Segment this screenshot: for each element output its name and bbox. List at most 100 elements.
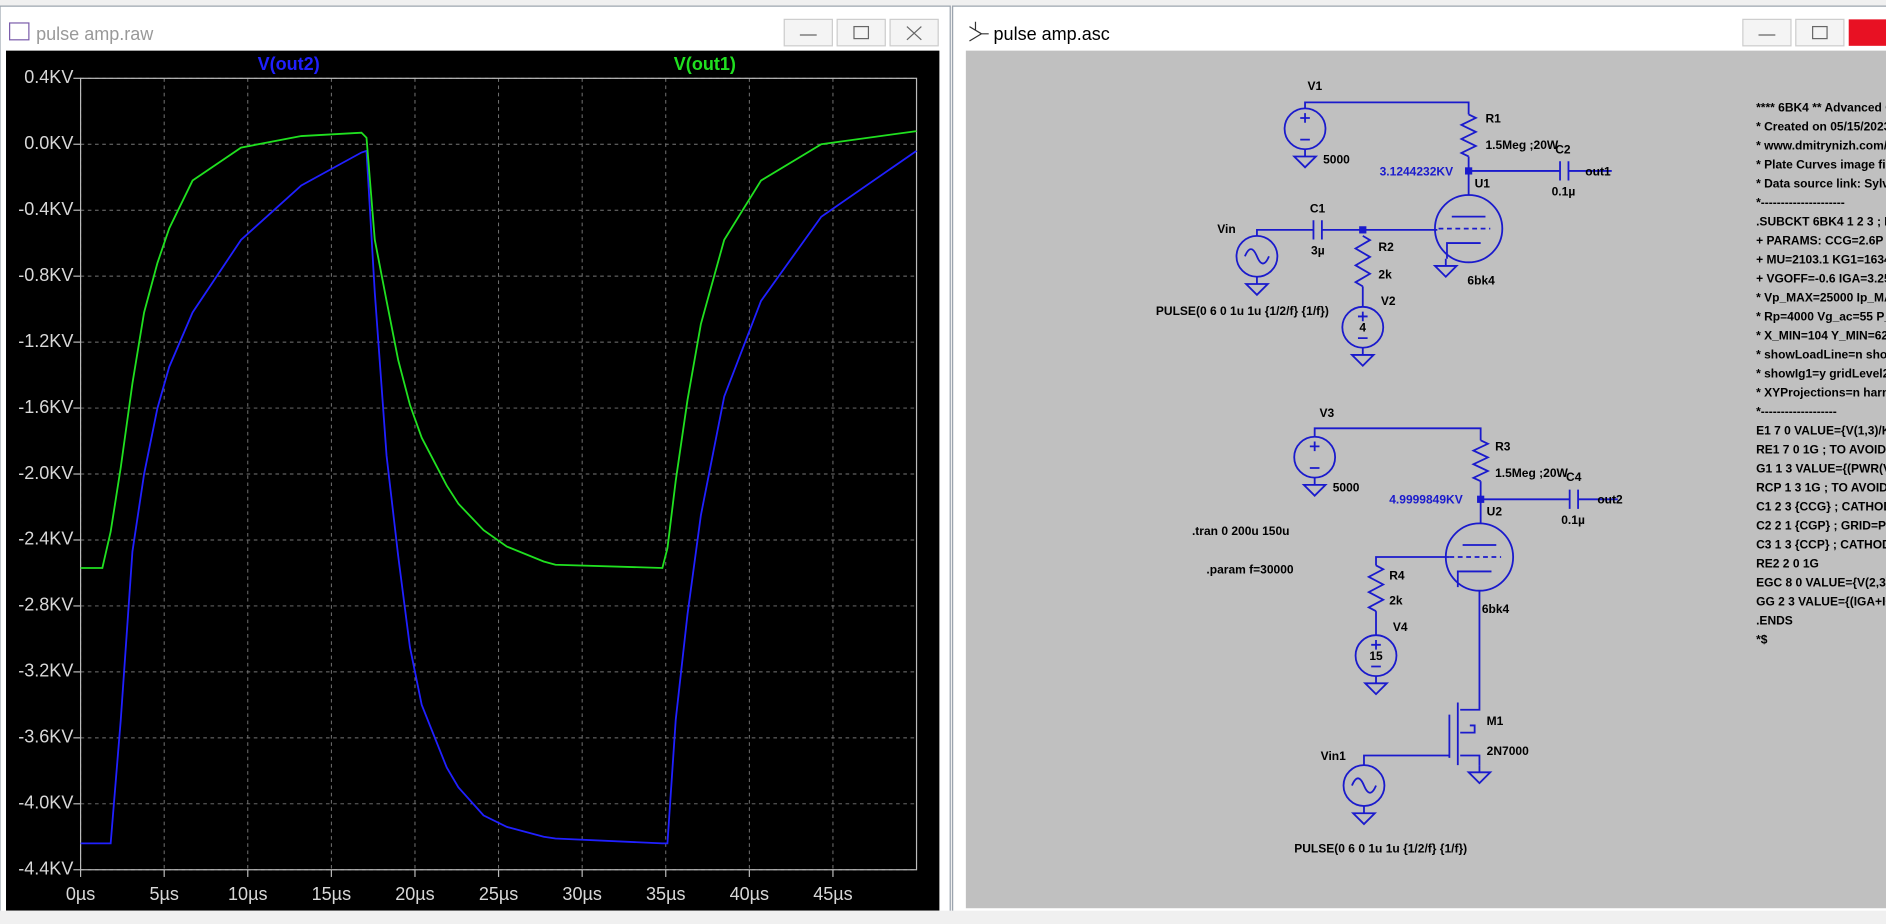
schematic-label: 6bk4 (1482, 602, 1510, 616)
taskbar-gap (0, 910, 1886, 924)
netlist-line: * Created on 05/15/2023 2 (1756, 120, 1886, 134)
schematic-label: V3 (1319, 406, 1334, 420)
netlist-line: GG 2 3 VALUE={(IGA+IG (1756, 595, 1886, 609)
schematic-label: 2N7000 (1487, 744, 1529, 758)
maximize-icon (1812, 25, 1828, 40)
schematic-label: C2 (1555, 143, 1571, 157)
y-tick-label: -2.4KV (18, 529, 73, 549)
sine-symbol (1244, 248, 1270, 265)
window-title: pulse amp.asc (994, 24, 1110, 44)
schematic-label: C1 (1310, 202, 1326, 216)
resistor (1353, 235, 1372, 288)
schematic-label: out1 (1585, 164, 1611, 178)
wire (1256, 228, 1314, 236)
schematic-label: .tran 0 200u 150u (1192, 524, 1290, 538)
ground (1349, 354, 1376, 368)
x-tick-label: 25µs (479, 884, 518, 904)
netlist-line: * Vp_MAX=25000 Ip_MA (1756, 291, 1886, 305)
schematic-label: out2 (1597, 493, 1623, 507)
window-buttons[interactable] (783, 18, 939, 47)
maximize-icon (853, 25, 870, 40)
y-tick-label: -0.4KV (18, 199, 73, 219)
netlist-line: E1 7 0 VALUE={V(1,3)/KP (1756, 424, 1886, 438)
schematic-label: 6bk4 (1467, 274, 1495, 288)
tube-cathode (1446, 242, 1481, 259)
ground (1350, 812, 1377, 826)
netlist-line: G1 1 3 VALUE={(PWR(V( (1756, 462, 1886, 476)
schematic-label: V4 (1393, 620, 1408, 634)
schematic-label: 5000 (1323, 152, 1350, 166)
schematic-label: U2 (1487, 505, 1503, 519)
wire (1313, 427, 1482, 441)
x-tick-label: 20µs (395, 884, 434, 904)
netlist-line: * Data source link: Sylvar (1756, 177, 1886, 191)
schematic-label: Vin1 (1321, 749, 1346, 763)
legend-entry: V(out2) (258, 54, 320, 74)
close-button[interactable] (1848, 19, 1886, 46)
netlist-line: * showLoadLine=n show (1756, 348, 1886, 362)
wire (1304, 101, 1470, 115)
polarity-symbol (1300, 113, 1310, 141)
x-tick-label: 10µs (228, 884, 267, 904)
netlist-line: + MU=2103.1 KG1=16349 (1756, 253, 1886, 267)
schematic-label: 2k (1378, 268, 1392, 282)
maximize-button[interactable] (1795, 18, 1845, 47)
window-title: pulse amp.raw (36, 24, 154, 44)
netlist-line: *$ (1756, 633, 1768, 647)
minimize-button[interactable] (783, 18, 833, 47)
mosfet (1448, 702, 1476, 766)
schematic-label: M1 (1487, 714, 1504, 728)
y-tick-label: -1.2KV (18, 331, 73, 351)
netlist-line: .SUBCKT 6BK4 1 2 3 ; Pl (1756, 215, 1886, 229)
y-tick-label: -0.8KV (18, 265, 73, 285)
y-tick-label: -1.6KV (18, 397, 73, 417)
wire (1363, 754, 1450, 766)
schematic-label: .param f=30000 (1206, 562, 1293, 576)
x-tick-label: 30µs (562, 884, 601, 904)
netlist-line: * XYProjections=n harmo (1756, 386, 1886, 400)
netlist-line: *--------------------- (1756, 196, 1845, 210)
resistor (1459, 113, 1478, 158)
schematic-label: 3µ (1311, 244, 1325, 258)
netlist-line: .ENDS (1756, 614, 1793, 628)
resistor (1366, 564, 1386, 612)
wire (1460, 754, 1481, 766)
netlist-line: **** 6BK4 ** Advanced Gr (1756, 101, 1886, 115)
plot-background (6, 50, 940, 911)
junction (1477, 495, 1485, 503)
minimize-button[interactable] (1742, 18, 1792, 47)
junction (1359, 226, 1367, 234)
voltage-source (1283, 107, 1327, 151)
schematic-label: V2 (1381, 294, 1396, 308)
window-buttons[interactable] (1742, 18, 1886, 47)
schematic-label: V1 (1307, 79, 1322, 93)
y-tick-label: 0.0KV (24, 133, 73, 153)
polarity-symbol (1309, 441, 1320, 469)
wire (1375, 556, 1450, 566)
netlist-line: C1 2 3 {CCG} ; CATHOD (1756, 500, 1886, 514)
legend-entry: V(out1) (674, 54, 736, 74)
netlist-line: * Plate Curves image file: (1756, 158, 1886, 172)
maximize-button[interactable] (836, 18, 886, 47)
schematic-label: PULSE(0 6 0 1u 1u {1/2/f} {1/f}) (1156, 304, 1329, 318)
tube-cathode (1456, 570, 1492, 588)
netlist-line: C2 2 1 {CGP} ; GRID=PL (1756, 519, 1886, 533)
y-tick-label: -2.0KV (18, 463, 73, 483)
x-tick-label: 5µs (149, 884, 178, 904)
y-tick-label: 0.4KV (24, 67, 73, 87)
junction (1465, 167, 1473, 175)
netlist-line: EGC 8 0 VALUE={V(2,3)- (1756, 576, 1886, 590)
netlist-line: RE1 7 0 1G ; TO AVOID (1756, 443, 1886, 457)
x-tick-label: 45µs (813, 884, 852, 904)
netlist-line: + PARAMS: CCG=2.6P (1756, 234, 1883, 248)
series-line (80, 149, 918, 845)
netlist-line: * www.dmitrynizh.com/tu (1756, 139, 1886, 153)
sine-symbol (1351, 777, 1377, 794)
ground (1432, 265, 1459, 279)
y-tick-label: -3.6KV (18, 727, 73, 747)
schematic-window: pulse amp.asc (952, 5, 1886, 918)
netlist-line: RE2 2 0 1G (1756, 557, 1819, 571)
netlist-line: * showIg1=y gridLevel2= (1756, 367, 1886, 381)
y-tick-label: -4.0KV (18, 793, 73, 813)
